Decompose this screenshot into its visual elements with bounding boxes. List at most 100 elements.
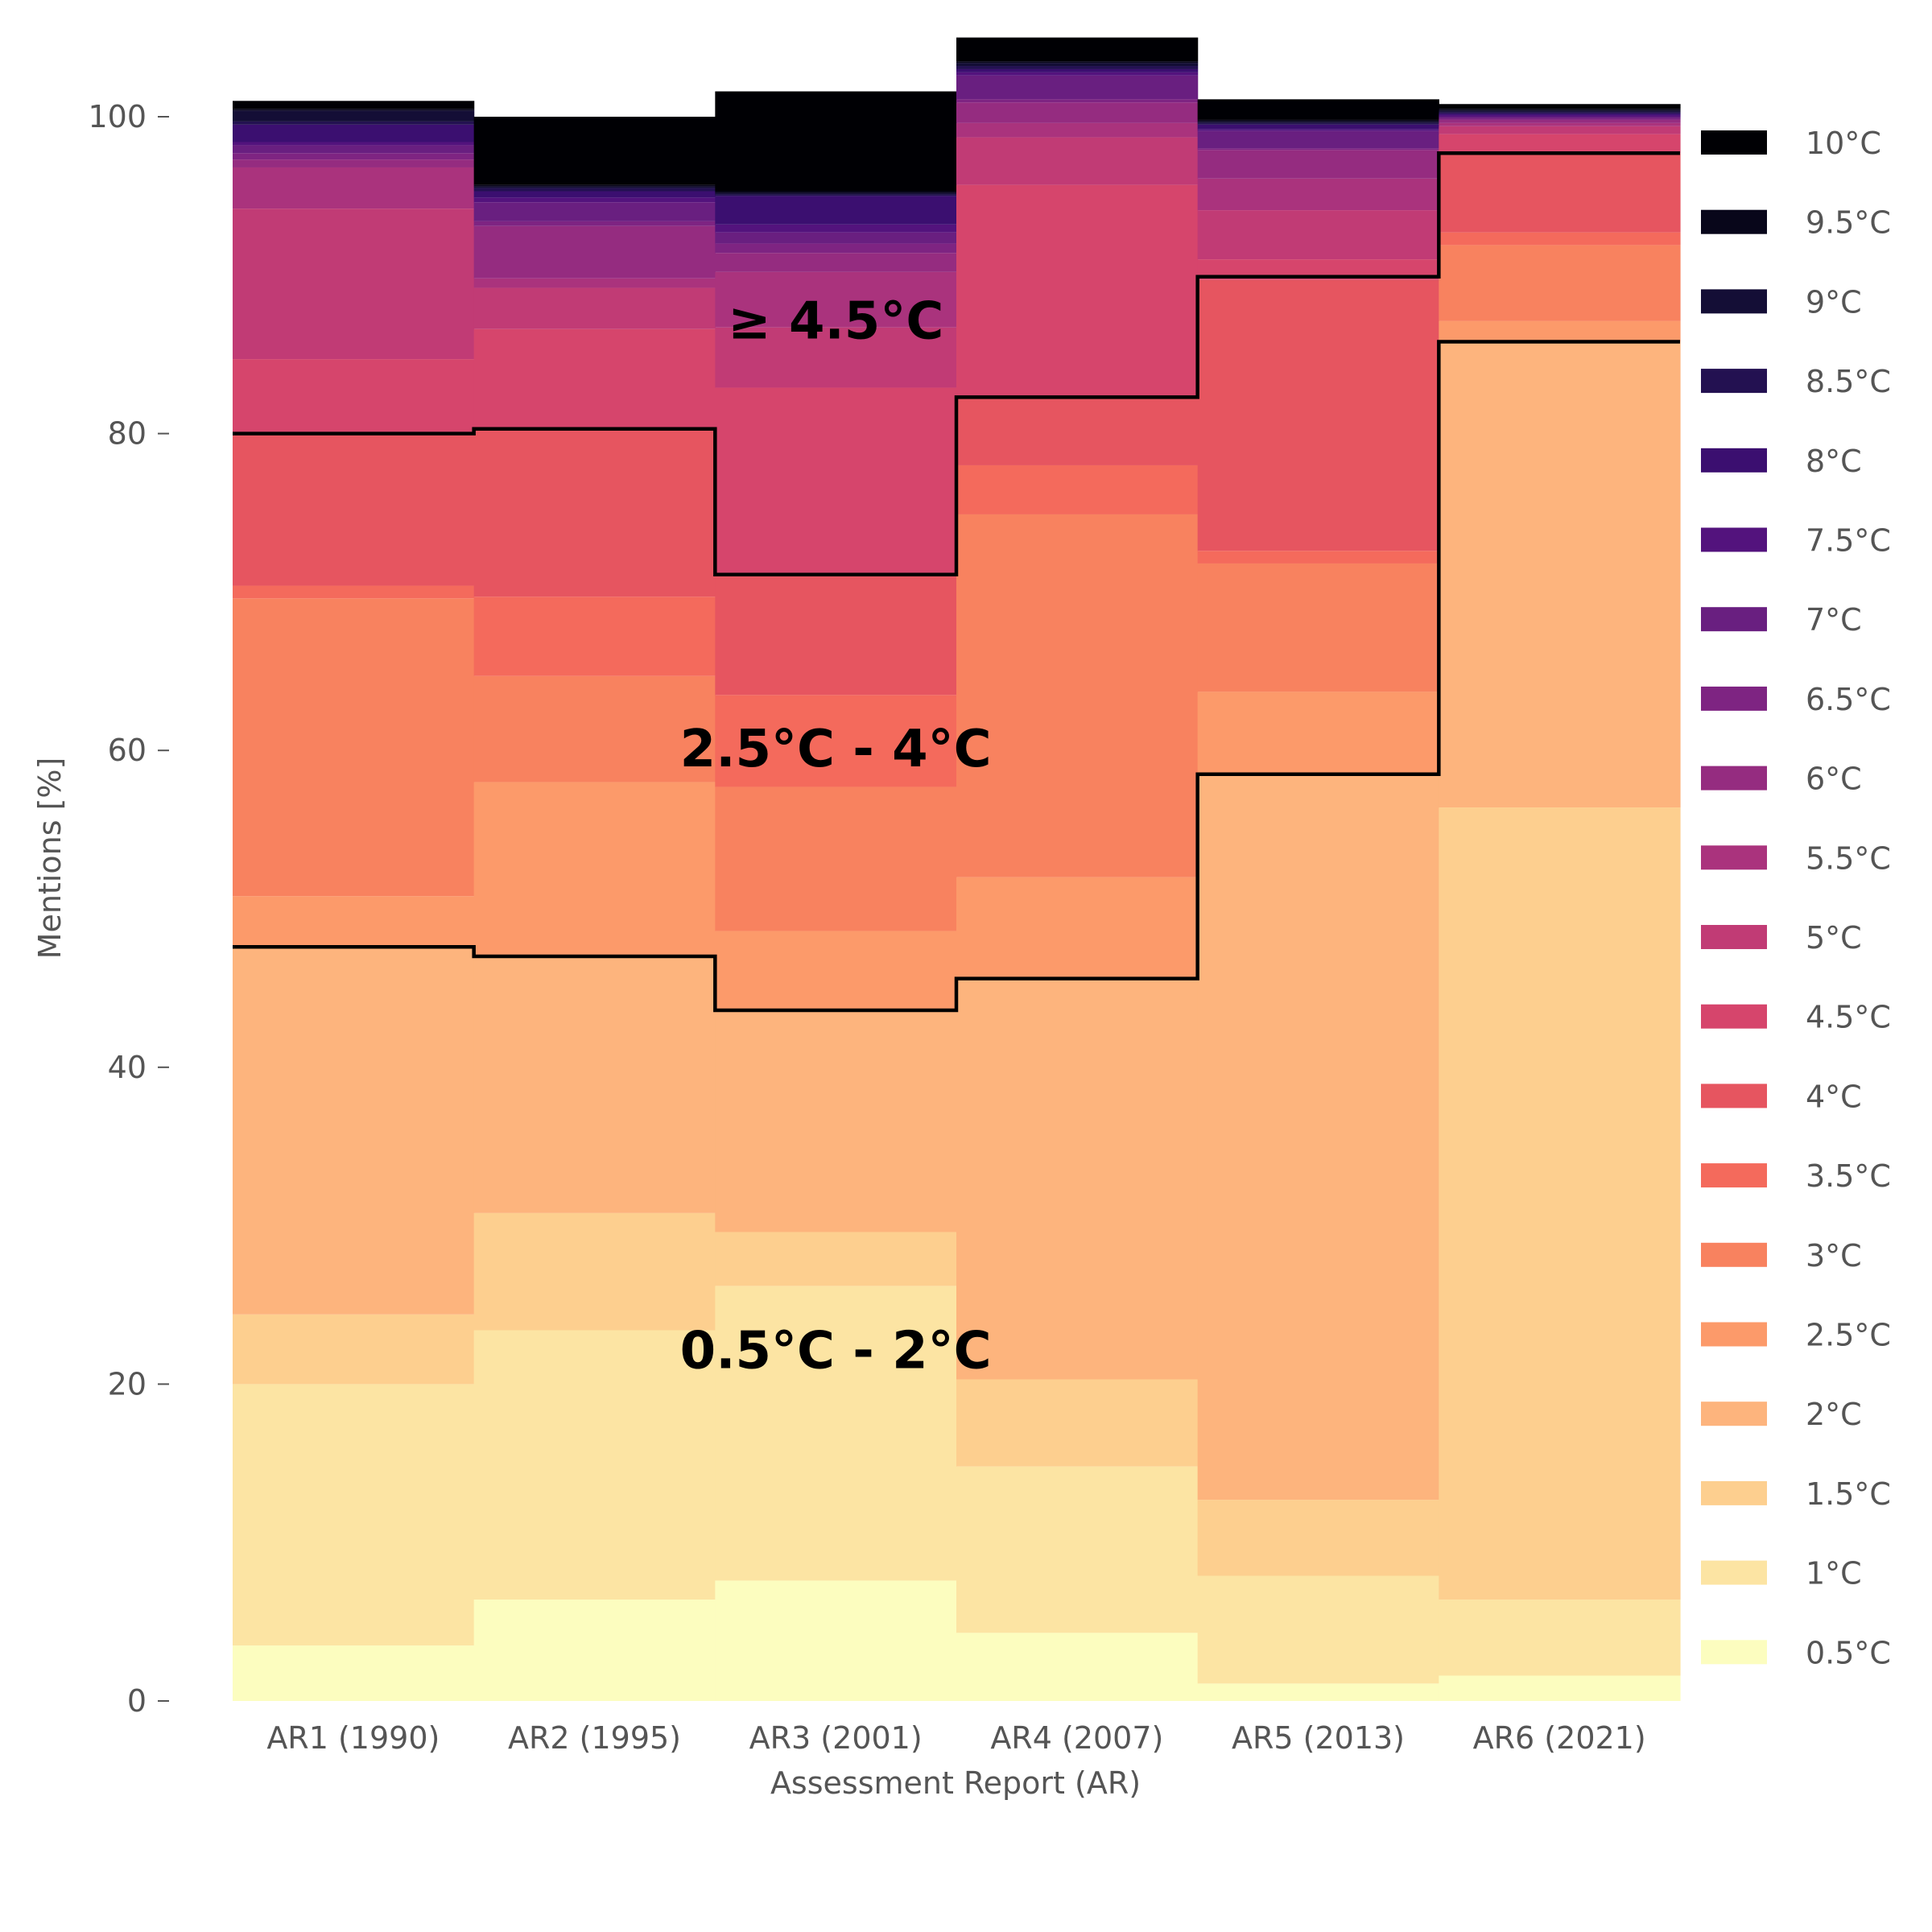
bar-segment-8c-2: [715, 196, 957, 225]
bar-segment-3c-2: [715, 786, 957, 931]
legend-label-2c: 2°C: [1806, 1397, 1862, 1432]
bar-segment-1-5c-0: [233, 1314, 475, 1385]
bar-segment-7-5c-0: [233, 142, 475, 146]
bar-segment-7c-0: [233, 145, 475, 154]
bar-segment-5c-3: [956, 137, 1199, 185]
bar-segment-1c-1: [473, 1330, 716, 1600]
bar-segment-9-5c-0: [233, 109, 475, 111]
legend-label-7-5c: 7.5°C: [1806, 523, 1891, 559]
bar-segment-6c-2: [715, 253, 957, 272]
bar-segment-7c-5: [1439, 117, 1681, 118]
x-tick-label-4: AR5 (2013): [1232, 1720, 1405, 1756]
bar-segment-7c-4: [1197, 130, 1439, 149]
bar-segment-4c-2: [715, 574, 957, 696]
bar-segment-9c-4: [1197, 121, 1439, 123]
bar-segment-8-5c-5: [1439, 112, 1681, 114]
bar-segment-2-5c-2: [715, 931, 957, 1010]
bar-segment-6c-4: [1197, 150, 1439, 179]
bar-segment-9c-1: [473, 186, 716, 188]
bar-segment-9c-3: [956, 63, 1199, 67]
bar-segment-9-5c-2: [715, 191, 957, 193]
range-annotation-1: 2.5°C - 4°C: [680, 720, 992, 779]
threshold-lines-layer: [233, 151, 1680, 1013]
bar-segment-1-5c-4: [1197, 1500, 1439, 1576]
bar-segment-1c-3: [956, 1466, 1199, 1633]
legend-label-6-5c: 6.5°C: [1806, 682, 1891, 717]
bar-segment-6-5c-0: [233, 153, 475, 160]
legend-swatch-2-5c: [1701, 1322, 1767, 1347]
bar-segment-10c-5: [1439, 104, 1681, 109]
bar-segment-1-5c-5: [1439, 807, 1681, 1600]
bar-segment-1c-5: [1439, 1600, 1681, 1676]
legend-swatch-6c: [1701, 766, 1767, 791]
bar-segment-8-5c-2: [715, 194, 957, 196]
bar-segment-3-5c-1: [473, 597, 716, 676]
bar-segment-0-5c-1: [473, 1600, 716, 1701]
bar-segment-2c-4: [1197, 774, 1439, 1501]
bar-segment-3-5c-2: [715, 695, 957, 787]
bar-segment-5c-0: [233, 208, 475, 360]
legend-label-10c: 10°C: [1806, 126, 1881, 161]
bar-segment-7-5c-1: [473, 197, 716, 203]
legend-swatch-1-5c: [1701, 1480, 1767, 1505]
bar-segment-2-5c-5: [1439, 320, 1681, 342]
bar-segment-8c-3: [956, 68, 1199, 72]
legend-swatch-9-5c: [1701, 209, 1767, 234]
bar-segment-3c-5: [1439, 245, 1681, 321]
bar-segment-8c-0: [233, 124, 475, 142]
bar-segment-6-5c-1: [473, 221, 716, 226]
legend-swatch-6-5c: [1701, 686, 1767, 711]
threshold-line-1: [233, 151, 1680, 577]
bar-segment-1-5c-3: [956, 1379, 1199, 1467]
bar-segment-10c-4: [1197, 99, 1439, 120]
legend-label-9c: 9°C: [1806, 284, 1862, 320]
bar-segment-4-5c-5: [1439, 134, 1681, 154]
bar-segment-2c-1: [473, 956, 716, 1213]
bar-segment-9-5c-4: [1197, 119, 1439, 122]
legend-label-7c: 7°C: [1806, 602, 1862, 638]
legend-label-3c: 3°C: [1806, 1238, 1862, 1274]
bar-segment-7-5c-3: [956, 72, 1199, 76]
bar-segment-6c-5: [1439, 119, 1681, 123]
legend-label-8c: 8°C: [1806, 444, 1862, 479]
legend-label-1-5c: 1.5°C: [1806, 1476, 1891, 1512]
bar-segment-4-5c-2: [715, 387, 957, 575]
legend-label-1c: 1°C: [1806, 1556, 1862, 1591]
bar-segment-3c-1: [473, 675, 716, 782]
bar-segment-5c-1: [473, 287, 716, 329]
bar-segment-2c-3: [956, 978, 1199, 1380]
legend-label-5c: 5°C: [1806, 920, 1862, 956]
bar-segment-5-5c-2: [715, 271, 957, 328]
bar-segment-7-5c-4: [1197, 129, 1439, 131]
bar-segment-7-5c-2: [715, 224, 957, 233]
legend-swatch-7c: [1701, 607, 1767, 632]
bar-segment-5-5c-4: [1197, 178, 1439, 211]
bar-segment-9-5c-5: [1439, 109, 1681, 111]
bar-segment-8-5c-3: [956, 66, 1199, 69]
bar-segment-6c-0: [233, 159, 475, 167]
legend-label-4-5c: 4.5°C: [1806, 1000, 1891, 1035]
annotations-layer: 0.5°C - 2°C 2.5°C - 4°C ≥ 4.5°C: [680, 292, 992, 1381]
bar-segment-2-5c-1: [473, 782, 716, 957]
bar-segment-10c-3: [956, 37, 1199, 62]
bar-segment-9c-0: [233, 110, 475, 122]
bar-segment-9-5c-3: [956, 61, 1199, 64]
bar-segment-2c-2: [715, 1009, 957, 1232]
x-tick-label-5: AR6 (2021): [1473, 1720, 1646, 1756]
bar-segment-9c-2: [715, 192, 957, 195]
legend-swatch-4-5c: [1701, 1004, 1767, 1029]
bar-segment-8-5c-4: [1197, 122, 1439, 125]
y-tick-label-100: 100: [88, 99, 147, 134]
bar-segment-5-5c-1: [473, 278, 716, 288]
threshold-line-0: [233, 340, 1680, 1013]
legend-swatch-7-5c: [1701, 527, 1767, 552]
bar-segment-3-5c-5: [1439, 232, 1681, 246]
bar-segment-9-5c-1: [473, 184, 716, 187]
range-annotation-0: 0.5°C - 2°C: [680, 1322, 992, 1381]
bar-segment-10c-1: [473, 117, 716, 185]
legend-swatch-8c: [1701, 448, 1767, 473]
bar-segment-2-5c-3: [956, 877, 1199, 979]
legend-swatch-4c: [1701, 1084, 1767, 1108]
x-tick-label-0: AR1 (1990): [266, 1720, 440, 1756]
